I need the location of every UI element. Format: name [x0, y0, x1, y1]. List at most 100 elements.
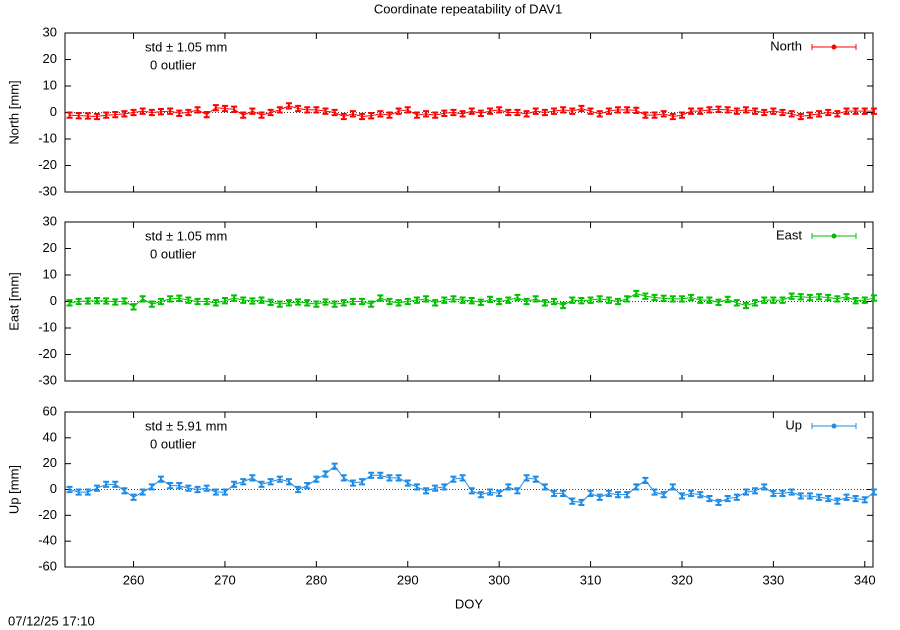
error-bar [660, 110, 667, 118]
error-bar [313, 106, 320, 114]
error-bar [66, 111, 73, 119]
y-tick-label: -60 [38, 558, 57, 573]
error-bar [742, 106, 749, 114]
error-bar [103, 111, 110, 119]
error-bar [432, 484, 439, 492]
error-bar [541, 108, 548, 117]
error-bar [505, 483, 512, 491]
y-tick-label: 0 [50, 293, 57, 308]
error-bar [130, 493, 137, 501]
error-bar [870, 488, 877, 496]
error-bar [468, 107, 475, 115]
std-annotation: std ± 5.91 mm [145, 418, 227, 433]
error-bar [560, 301, 567, 310]
error-bar [788, 488, 795, 496]
error-bar [852, 494, 859, 503]
error-bar [779, 296, 786, 304]
error-bar [651, 111, 658, 119]
error-bar [167, 295, 174, 303]
error-bar [212, 104, 219, 112]
error-bar [203, 110, 210, 119]
error-bar [688, 489, 695, 497]
error-bar [176, 482, 183, 490]
error-bar [761, 483, 768, 491]
error-bar [487, 107, 494, 115]
error-bar [203, 297, 210, 306]
error-bar [788, 110, 795, 118]
y-tick-label: 10 [43, 266, 57, 281]
error-bar [843, 493, 850, 501]
error-bar [221, 297, 228, 305]
error-bar [587, 489, 594, 497]
error-bar [212, 299, 219, 307]
error-bar [569, 107, 576, 115]
y-tick-label: -30 [38, 372, 57, 387]
error-bar [84, 112, 91, 120]
error-bar [176, 294, 183, 302]
error-bar [167, 482, 174, 490]
error-bar [870, 294, 877, 302]
error-bar [121, 487, 128, 495]
error-bar [404, 106, 411, 114]
error-bar [861, 296, 868, 304]
legend-label: North [770, 38, 802, 53]
error-bar [477, 298, 484, 306]
x-tick-label: 340 [854, 572, 876, 587]
error-bar [752, 487, 759, 495]
error-bar [551, 107, 558, 115]
error-bar [112, 298, 119, 306]
error-bar [75, 488, 82, 496]
error-bar [423, 487, 430, 495]
error-bar [194, 485, 201, 494]
error-bar [834, 295, 841, 303]
error-bar [185, 484, 192, 492]
error-bar [733, 299, 740, 307]
error-bar [331, 462, 338, 470]
error-bar [66, 485, 73, 494]
error-bar [614, 106, 621, 114]
error-bar [770, 296, 777, 304]
error-bar [295, 298, 302, 306]
y-tick-label: 20 [43, 51, 57, 66]
y-tick-label: -40 [38, 533, 57, 548]
error-bar [514, 487, 521, 495]
error-bar [560, 489, 567, 497]
y-tick-label: 60 [43, 403, 57, 418]
error-bar [103, 480, 110, 488]
error-bar [84, 488, 91, 496]
error-bar [459, 296, 466, 304]
error-bar [368, 112, 375, 120]
error-bar [423, 295, 430, 303]
error-bar [496, 297, 503, 306]
error-bar [496, 489, 503, 497]
error-bar [505, 296, 512, 304]
error-bar [395, 107, 402, 115]
error-bar [377, 294, 384, 302]
error-bar [240, 478, 247, 486]
y-axis-label: North [mm] [6, 80, 21, 144]
error-bar [532, 107, 539, 115]
error-bar [514, 293, 521, 302]
error-bar [797, 293, 804, 301]
legend-label: Up [785, 417, 802, 432]
error-bar [313, 300, 320, 308]
error-bar [797, 492, 804, 500]
error-bar [688, 107, 695, 115]
error-bar [349, 297, 356, 306]
error-bar [331, 108, 338, 117]
plot-frame [64, 411, 874, 568]
legend-point [831, 233, 837, 239]
std-annotation: std ± 1.05 mm [145, 228, 227, 243]
error-bar [404, 479, 411, 487]
error-bar [843, 293, 850, 301]
error-bar [395, 299, 402, 307]
y-tick-label: 0 [50, 104, 57, 119]
error-bar [724, 106, 731, 114]
error-bar [194, 106, 201, 114]
error-bar [569, 296, 576, 304]
error-bar [669, 483, 676, 491]
error-bar [258, 296, 265, 304]
error-bar [157, 475, 164, 483]
error-bar [130, 108, 137, 117]
error-bar [413, 483, 420, 491]
